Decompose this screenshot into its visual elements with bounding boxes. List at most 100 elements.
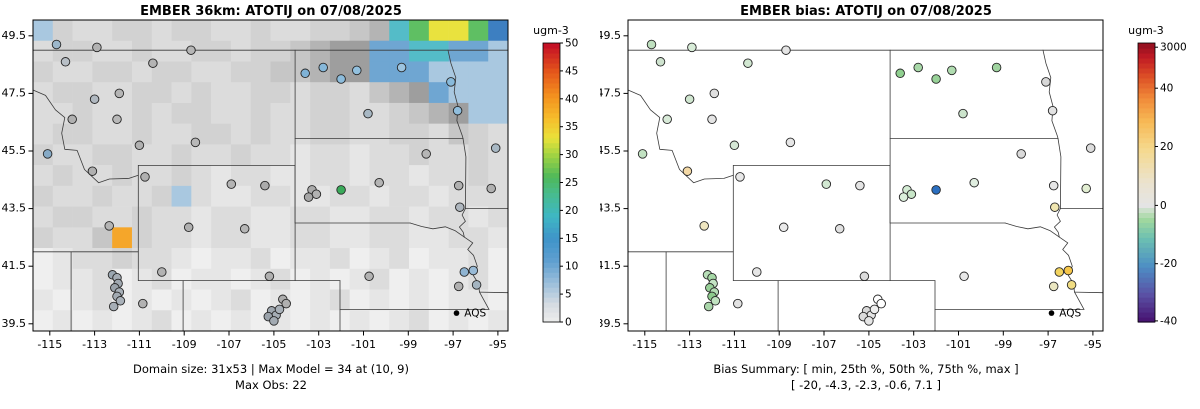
station-point bbox=[67, 114, 77, 125]
raster-cell bbox=[349, 289, 370, 311]
x-tick-label: -103 bbox=[306, 338, 331, 351]
station-point bbox=[743, 58, 753, 68]
station-point bbox=[318, 62, 328, 73]
x-tick-label: -105 bbox=[261, 338, 286, 351]
state-borders-layer bbox=[32, 49, 509, 332]
raster-cell bbox=[230, 206, 252, 228]
raster-cell bbox=[369, 227, 390, 249]
colorbar-segment bbox=[543, 127, 560, 134]
colorbar-segment bbox=[543, 247, 560, 253]
station-point bbox=[190, 137, 201, 148]
raster-cell bbox=[92, 227, 113, 249]
y-tick-label: 41.5 bbox=[600, 259, 621, 272]
raster-cell bbox=[131, 206, 153, 228]
axis-layer: -115 -113 -111 -109 -107 -105 -103 -101 -99 -97 -9… bbox=[2, 29, 507, 351]
raster-cell bbox=[131, 123, 153, 145]
station-point bbox=[114, 88, 125, 99]
colorbar-segment bbox=[1138, 277, 1155, 283]
raster-cell bbox=[112, 40, 133, 62]
raster-cell bbox=[290, 40, 311, 62]
raster-cell bbox=[448, 289, 469, 311]
raster-cell bbox=[92, 61, 113, 83]
colorbar-segment bbox=[543, 227, 560, 233]
raster-cell bbox=[171, 227, 192, 249]
station-point bbox=[864, 316, 874, 326]
station-point bbox=[1048, 281, 1059, 292]
raster-cell bbox=[310, 40, 331, 62]
station-point bbox=[1054, 267, 1065, 277]
raster-cell bbox=[428, 40, 449, 62]
raster-cell bbox=[211, 165, 232, 187]
x-tick-label: -113 bbox=[677, 338, 702, 351]
raster-cell bbox=[270, 123, 291, 145]
raster-cell bbox=[409, 123, 430, 145]
raster-cell bbox=[92, 185, 113, 207]
raster-cell bbox=[131, 82, 153, 104]
raster-cell bbox=[211, 185, 232, 207]
station-point bbox=[468, 265, 479, 276]
raster-cell bbox=[468, 123, 489, 145]
raster-cell bbox=[211, 289, 232, 311]
colorbar-segment bbox=[1138, 307, 1155, 313]
station-point bbox=[821, 179, 832, 189]
raster-cell bbox=[112, 165, 133, 187]
raster-cell bbox=[428, 61, 449, 83]
raster-cell bbox=[131, 185, 153, 207]
raster-cell bbox=[468, 289, 489, 311]
x-tick-label: -97 bbox=[1039, 338, 1057, 351]
station-point bbox=[300, 68, 310, 79]
raster-cell bbox=[290, 82, 311, 104]
raster-cell bbox=[72, 248, 93, 270]
colorbar-tick-label: 0 bbox=[565, 317, 572, 329]
x-tick-label: -115 bbox=[37, 338, 62, 351]
raster-cell bbox=[290, 165, 311, 187]
colorbar-segment bbox=[1138, 317, 1155, 323]
colorbar-segment bbox=[543, 132, 560, 139]
y-tick-label: 43.5 bbox=[600, 202, 621, 215]
raster-cell bbox=[468, 102, 489, 124]
raster-cell bbox=[448, 310, 469, 332]
axis-layer: -115 -113 -111 -109 -107 -105 -103 -101 -99 -97 -9… bbox=[600, 29, 1102, 351]
colorbar-frame bbox=[1137, 42, 1156, 323]
aqs-legend: AQS bbox=[453, 308, 487, 320]
colorbar-segment bbox=[1138, 237, 1155, 243]
raster-cell bbox=[468, 310, 489, 332]
raster-cell bbox=[171, 20, 192, 42]
station-point bbox=[183, 222, 194, 233]
raster-cell bbox=[409, 289, 430, 311]
raster-cell bbox=[389, 165, 410, 187]
state-border bbox=[447, 49, 464, 139]
station-point bbox=[239, 224, 250, 234]
station-point bbox=[92, 42, 102, 53]
station-point bbox=[51, 39, 62, 50]
colorbar-segment bbox=[1138, 87, 1155, 94]
raster-cell bbox=[409, 310, 430, 332]
raster-cell bbox=[250, 102, 271, 124]
colorbar-segment bbox=[1138, 192, 1155, 199]
colorbar-segment bbox=[543, 57, 560, 64]
y-tick-label: 49.5 bbox=[2, 29, 27, 42]
raster-cell bbox=[191, 82, 212, 104]
raster-cell bbox=[290, 144, 311, 166]
station-point bbox=[733, 298, 743, 309]
raster-cell bbox=[191, 310, 212, 332]
colorbar-segment bbox=[1138, 137, 1155, 144]
raster-cell bbox=[151, 20, 172, 42]
colorbar-segment bbox=[543, 43, 560, 49]
raster-cell bbox=[250, 61, 271, 83]
station-point bbox=[906, 189, 917, 199]
raster-cell bbox=[389, 268, 410, 290]
raster-cell bbox=[230, 185, 252, 207]
colorbar-segment bbox=[1138, 287, 1155, 293]
raster-cell bbox=[329, 40, 350, 62]
station-point bbox=[264, 271, 275, 282]
raster-cell bbox=[230, 102, 252, 124]
station-point bbox=[352, 65, 362, 76]
raster-cell bbox=[151, 61, 172, 83]
raster-cell bbox=[310, 248, 331, 270]
y-tick-label: 49.5 bbox=[600, 29, 621, 42]
raster-cell bbox=[329, 227, 350, 249]
raster-cell bbox=[250, 206, 271, 228]
raster-cell bbox=[468, 82, 489, 104]
colorbar-segment bbox=[543, 262, 560, 268]
